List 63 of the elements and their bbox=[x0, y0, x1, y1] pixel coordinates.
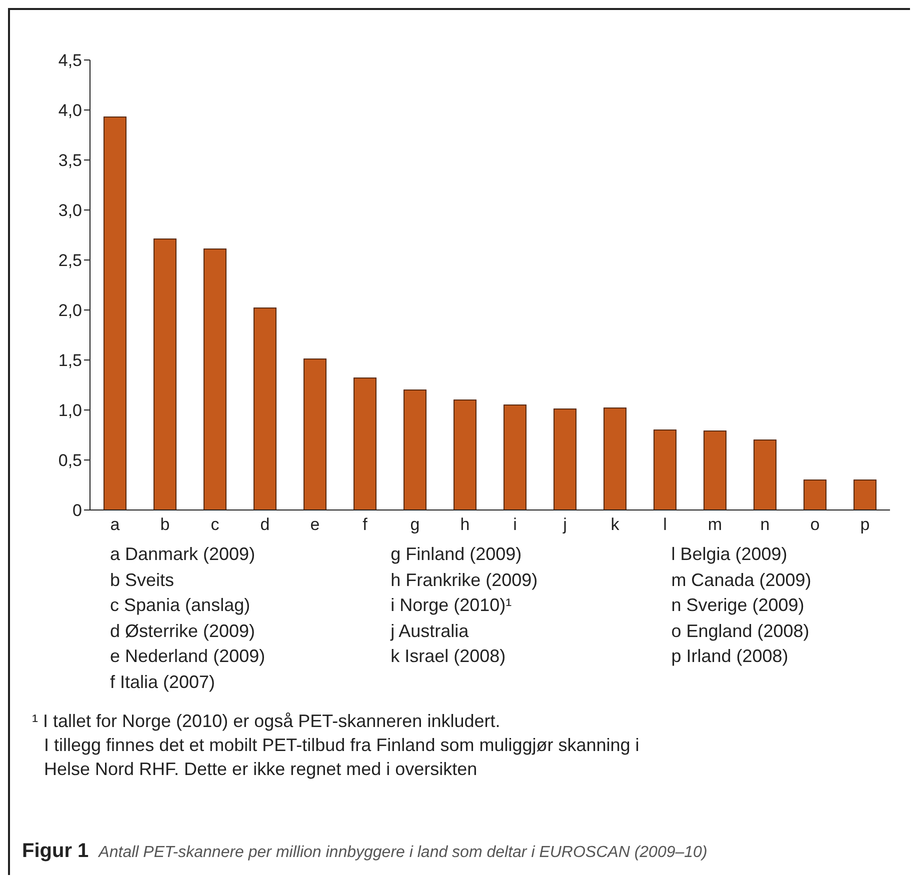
bar bbox=[304, 358, 326, 510]
text: i Norge (2010)¹ bbox=[390, 594, 513, 617]
bar bbox=[204, 248, 226, 510]
text: j Australia bbox=[390, 620, 470, 643]
text: a Danmark (2009) bbox=[110, 543, 256, 566]
x-tick-label: e bbox=[310, 515, 320, 534]
x-tick-label: f bbox=[362, 515, 368, 534]
x-tick-label: a bbox=[110, 515, 120, 534]
y-tick-label: 2,5 bbox=[58, 251, 82, 270]
y-tick-label: 1,5 bbox=[58, 351, 82, 370]
bar bbox=[154, 238, 176, 510]
x-tick-label: l bbox=[663, 515, 667, 534]
bar bbox=[404, 390, 426, 510]
y-tick-label: 4,5 bbox=[58, 51, 82, 70]
x-tick-label: c bbox=[210, 515, 220, 534]
y-tick-label: 0 bbox=[72, 501, 82, 520]
text: Antall PET-skannere per million innbyggere i land som deltar i EUROSCAN (2009–10) bbox=[98, 844, 708, 861]
bar bbox=[504, 404, 526, 510]
text: h Frankrike (2009) bbox=[390, 568, 539, 592]
x-tick-label: d bbox=[260, 515, 270, 534]
bar bbox=[354, 378, 376, 510]
x-tick-label: k bbox=[610, 515, 620, 534]
text: e Nederland (2009) bbox=[110, 645, 266, 668]
bar bbox=[254, 308, 276, 510]
text: Helse Nord RHF. Dette er ikke regnet med i oversikten bbox=[43, 758, 478, 781]
bar bbox=[654, 430, 676, 510]
bar bbox=[854, 480, 876, 510]
x-tick-label: i bbox=[513, 515, 517, 534]
bar bbox=[554, 408, 576, 510]
y-tick-label: 1,0 bbox=[58, 401, 82, 420]
text: k Israel (2008) bbox=[390, 645, 507, 668]
text: g Finland (2009) bbox=[390, 543, 523, 566]
x-tick-label: m bbox=[708, 515, 722, 534]
bar bbox=[704, 430, 726, 510]
y-tick-label: 2,0 bbox=[58, 301, 82, 320]
x-tick-label: g bbox=[410, 515, 420, 534]
bar bbox=[754, 440, 776, 510]
text: I tillegg finnes det et mobilt PET-tilbud fra Finland som muliggjør skanning i bbox=[43, 734, 640, 757]
bar bbox=[454, 400, 476, 510]
y-tick-label: 4,0 bbox=[58, 101, 82, 120]
text: p Irland (2008) bbox=[671, 645, 790, 668]
text: c Spania (anslag) bbox=[110, 594, 252, 617]
y-tick-label: 3,5 bbox=[58, 151, 82, 170]
bar bbox=[604, 408, 626, 510]
text: f Italia (2007) bbox=[110, 670, 216, 694]
text: n Sverige (2009) bbox=[671, 594, 806, 617]
text: m Canada (2009) bbox=[671, 568, 812, 592]
text: b Sveits bbox=[110, 568, 176, 592]
y-tick-label: 0,5 bbox=[58, 451, 82, 470]
x-tick-label: h bbox=[460, 515, 470, 534]
text: ¹ I tallet for Norge (2010) er også PET-skanneren inkludert. bbox=[32, 710, 502, 733]
bar bbox=[104, 116, 126, 510]
x-tick-label: o bbox=[810, 515, 820, 534]
x-tick-label: n bbox=[760, 515, 770, 534]
bar bbox=[804, 480, 826, 510]
x-tick-label: p bbox=[860, 515, 870, 534]
text: d Østerrike (2009) bbox=[110, 620, 256, 643]
text: o England (2008) bbox=[671, 620, 810, 643]
text: Figur 1 bbox=[22, 840, 89, 862]
x-tick-label: b bbox=[160, 515, 170, 534]
text: l Belgia (2009) bbox=[671, 543, 788, 566]
y-tick-label: 3,0 bbox=[58, 201, 82, 220]
x-tick-label: j bbox=[562, 515, 567, 534]
